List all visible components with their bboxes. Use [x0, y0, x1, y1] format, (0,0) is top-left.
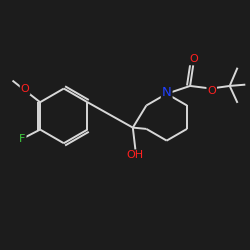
Text: O: O — [190, 54, 198, 64]
Text: O: O — [207, 86, 216, 96]
Text: OH: OH — [127, 150, 144, 160]
Text: O: O — [21, 84, 30, 94]
Text: N: N — [162, 86, 172, 99]
Text: F: F — [19, 134, 26, 144]
